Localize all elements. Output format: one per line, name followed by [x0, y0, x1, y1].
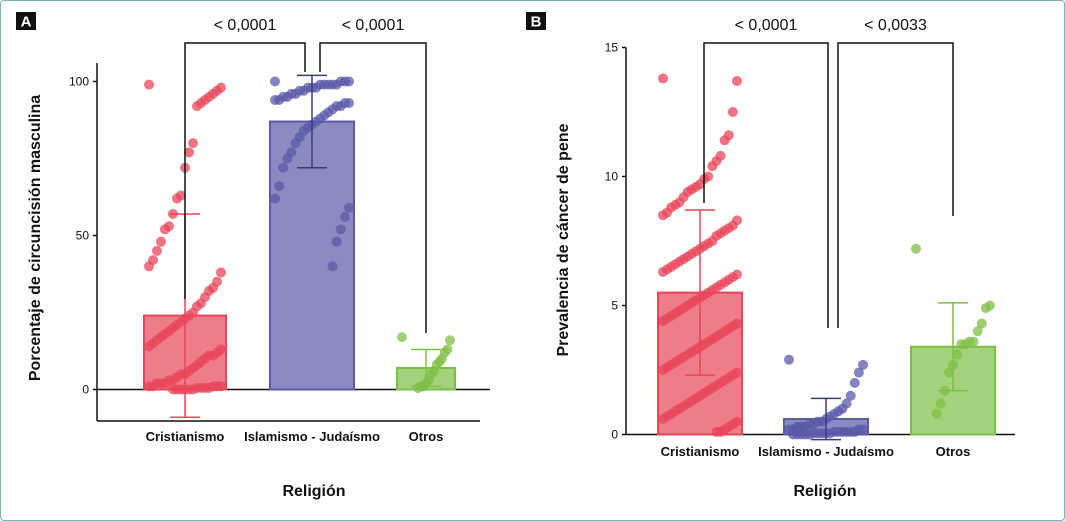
significance-bracket: [837, 42, 954, 328]
data-point: [658, 266, 668, 277]
data-point: [160, 224, 170, 235]
y-axis-title: Porcentaje de circuncisión masculina: [27, 95, 44, 381]
data-point: [788, 429, 799, 440]
data-point: [327, 261, 338, 272]
y-tick-label: 10: [605, 170, 619, 184]
data-point: [184, 147, 194, 158]
significance-bracket: [703, 42, 829, 328]
data-point: [397, 332, 407, 343]
data-point: [331, 236, 342, 247]
data-point: [152, 245, 162, 256]
p-value-label: < 0,0001: [342, 17, 405, 34]
data-point: [849, 377, 860, 388]
significance-bracket: [184, 42, 306, 299]
data-point: [952, 349, 963, 360]
x-axis-title: Religión: [282, 483, 345, 500]
data-point: [858, 359, 868, 370]
data-point: [956, 339, 967, 350]
data-point: [216, 267, 226, 278]
data-point: [972, 326, 983, 337]
data-point: [658, 73, 668, 84]
panel-label-box: [526, 12, 546, 30]
category-label: Islamismo - Judaísmo: [244, 429, 380, 444]
data-point: [911, 243, 921, 254]
data-point: [270, 94, 280, 105]
data-point: [344, 202, 354, 213]
data-point: [445, 335, 455, 346]
data-point: [144, 261, 154, 272]
data-point: [853, 367, 864, 378]
data-point: [845, 390, 856, 401]
data-point: [172, 193, 182, 204]
data-point: [192, 101, 202, 112]
category-label: Cristianismo: [661, 444, 740, 459]
panel-b: B 0 5 10 15 Prevalencia de cáncer de pene Reli…: [526, 12, 1015, 500]
category-label: Otros: [936, 444, 971, 459]
category-label: Cristianismo: [146, 429, 225, 444]
y-tick-label: 100: [69, 75, 89, 89]
y-tick-label: 0: [82, 383, 89, 397]
p-value-label: < 0,0001: [735, 17, 798, 34]
data-point: [935, 398, 946, 409]
data-point: [711, 426, 722, 437]
data-point: [270, 76, 280, 87]
data-point: [413, 382, 423, 393]
panel-label-box: [16, 12, 36, 30]
panel-label: B: [531, 14, 542, 31]
data-point: [168, 384, 178, 395]
x-axis-title: Religión: [793, 483, 856, 500]
data-point: [144, 341, 154, 352]
p-value-label: < 0,0001: [214, 17, 277, 34]
data-point: [156, 236, 166, 247]
data-point: [274, 181, 285, 192]
data-point: [943, 367, 954, 378]
data-point: [784, 354, 794, 365]
data-point: [188, 138, 198, 149]
data-point: [707, 161, 718, 172]
y-tick-label: 15: [605, 41, 619, 55]
y-tick-label: 50: [76, 229, 90, 243]
category-label: Otros: [409, 429, 444, 444]
panel-label: A: [21, 14, 32, 31]
data-point: [976, 318, 987, 329]
data-point: [335, 224, 346, 235]
significance-bracket: [319, 42, 427, 333]
data-point: [290, 138, 301, 149]
p-value-label: < 0,0033: [864, 17, 927, 34]
data-point: [282, 153, 293, 164]
data-point: [339, 212, 350, 223]
data-point: [658, 315, 668, 326]
y-tick-label: 0: [611, 428, 618, 442]
data-point: [732, 76, 742, 87]
category-label: Islamismo - Judaísmo: [758, 444, 894, 459]
data-point: [719, 135, 730, 146]
data-point: [270, 193, 280, 204]
data-point: [658, 365, 668, 375]
data-point: [980, 303, 991, 314]
y-tick-label: 5: [611, 299, 618, 313]
data-point: [278, 162, 289, 173]
data-point: [144, 381, 154, 392]
panel-a: A 0 50 100 Porcentaje de circuncisión mascul…: [16, 12, 490, 500]
data-point: [658, 414, 668, 425]
data-point: [658, 210, 668, 221]
y-axis-title: Prevalencia de cáncer de pene: [555, 123, 572, 356]
data-point: [144, 79, 154, 90]
data-point: [931, 408, 942, 419]
data-point: [727, 107, 738, 117]
